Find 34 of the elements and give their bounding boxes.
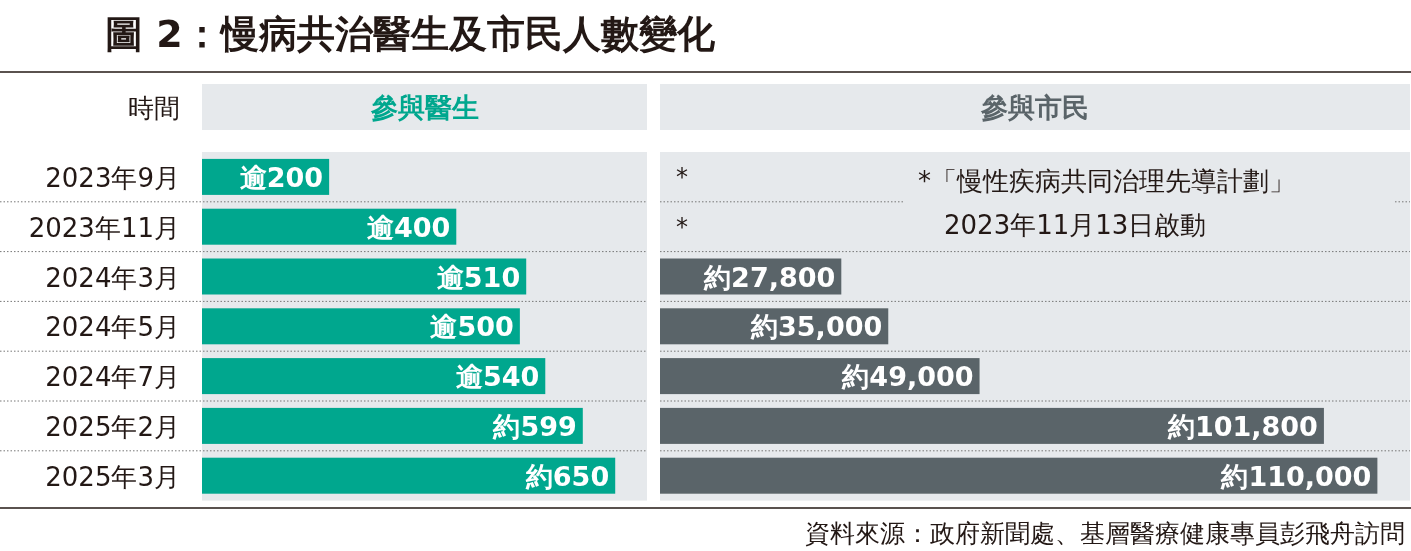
y-tick-label: 2024年5月 [45, 312, 180, 343]
annotation: *「慢性疾病共同治理先導計劃」2023年11月13日啟動 [918, 166, 1295, 240]
text: * [676, 212, 688, 241]
data-label: 逾500 [430, 311, 514, 343]
chart-title: 參與市民 [980, 92, 1089, 123]
data-label: 逾400 [366, 211, 451, 243]
data-label: 約27,800 [703, 261, 836, 293]
data-label: 約110,000 [1220, 460, 1372, 492]
bar [202, 407, 583, 444]
data-label: 約650 [524, 460, 610, 492]
y-tick-label: 2024年7月 [45, 362, 180, 393]
y-tick-label: 2023年9月 [45, 162, 180, 193]
bar [660, 457, 1378, 494]
bar [660, 407, 1324, 444]
data-label: 逾200 [239, 161, 324, 193]
y-tick-label: 2025年2月 [45, 411, 180, 442]
chart-title: 圖 2：慢病共治醫生及市民人數變化 [105, 12, 716, 56]
bar [202, 358, 546, 395]
chart-subtitle: 參與醫生 [369, 92, 479, 123]
data-label: 約101,800 [1166, 410, 1318, 442]
y-tick-label: 2023年11月 [28, 212, 180, 243]
bar [202, 457, 616, 494]
y-axis-title: 時間 [128, 93, 180, 123]
bar [202, 258, 527, 295]
bar [202, 308, 520, 345]
y-tick-label: 2024年3月 [45, 262, 180, 293]
data-label: 逾540 [455, 361, 540, 393]
y-tick-label: 2025年3月 [45, 461, 180, 492]
data-label: 逾510 [436, 261, 521, 293]
text: * [676, 162, 688, 191]
source-note: 資料來源：政府新聞處、基層醫療健康專員彭飛舟訪問 [805, 519, 1405, 548]
data-label: 約49,000 [841, 361, 974, 393]
data-label: 約35,000 [750, 311, 883, 343]
data-label: 約599 [492, 410, 577, 442]
